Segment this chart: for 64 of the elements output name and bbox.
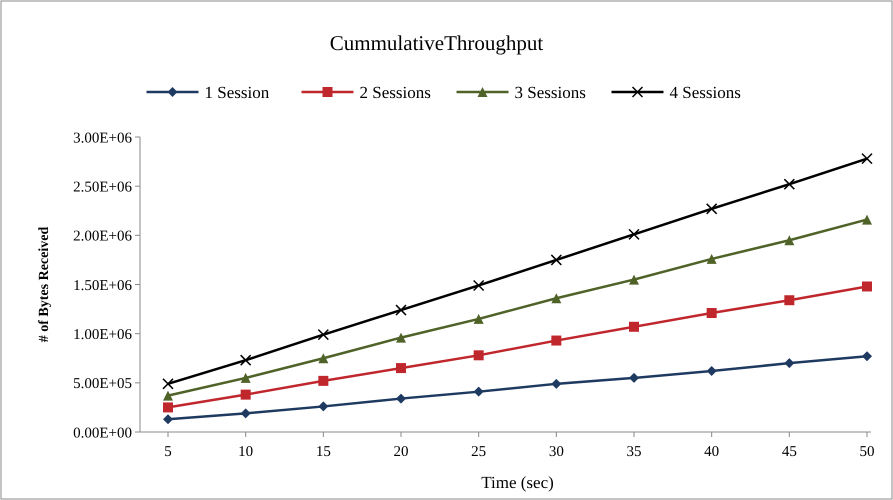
- point: [474, 386, 484, 397]
- point: [706, 203, 718, 215]
- point: [396, 363, 406, 374]
- chart-title: CummulativeThroughput: [330, 31, 544, 55]
- point: [861, 152, 873, 164]
- y-tick-label: 2.50E+06: [73, 179, 132, 196]
- point: [474, 314, 484, 324]
- point: [318, 376, 328, 386]
- x-tick-label: 20: [394, 444, 408, 460]
- point: [628, 228, 640, 240]
- point: [784, 178, 796, 190]
- point: [862, 351, 872, 362]
- point: [551, 378, 562, 389]
- point: [318, 353, 328, 364]
- point: [706, 308, 717, 318]
- legend-label: 1 Session: [204, 82, 270, 102]
- point: [396, 332, 406, 343]
- x-tick-label: 35: [626, 444, 642, 460]
- point: [318, 401, 328, 412]
- point: [551, 336, 562, 346]
- point: [706, 254, 717, 264]
- x-tick-label: 30: [548, 444, 564, 460]
- point: [784, 358, 794, 368]
- point: [240, 372, 251, 383]
- point: [629, 372, 639, 383]
- point: [629, 322, 639, 332]
- point: [474, 350, 484, 360]
- y-tick-label: 2.00E+06: [73, 228, 132, 245]
- point: [240, 408, 251, 418]
- x-tick-label: 50: [860, 444, 874, 460]
- point: [163, 414, 173, 424]
- point: [862, 214, 872, 225]
- x-tick-label: 45: [782, 444, 797, 460]
- point: [240, 390, 251, 400]
- point: [163, 402, 173, 412]
- x-tick-label: 25: [471, 444, 486, 460]
- point: [784, 295, 794, 306]
- legend-label: 3 Sessions: [514, 82, 586, 102]
- x-axis-title: Time (sec): [481, 473, 554, 492]
- point: [551, 293, 562, 304]
- point: [162, 378, 174, 390]
- y-axis-title: # of Bytes Received: [37, 226, 52, 342]
- legend-label: 4 Sessions: [670, 82, 741, 102]
- y-tick-label: 1.50E+06: [73, 278, 132, 294]
- y-tick-label: 0.00E+00: [73, 425, 132, 442]
- point: [395, 304, 407, 316]
- point: [629, 274, 639, 285]
- point: [318, 328, 330, 340]
- point: [163, 390, 173, 401]
- point: [472, 280, 484, 292]
- y-tick-label: 3.00E+06: [73, 130, 132, 146]
- y-tick-label: 5.00E+05: [73, 376, 132, 392]
- point: [240, 354, 252, 366]
- point: [784, 235, 794, 246]
- legend-label: 2 Sessions: [360, 82, 431, 102]
- point: [550, 254, 562, 266]
- point: [396, 394, 406, 404]
- y-tick-label: 1.00E+06: [73, 326, 132, 343]
- x-tick-label: 5: [164, 444, 172, 460]
- x-tick-label: 40: [704, 444, 720, 460]
- point: [706, 366, 717, 376]
- x-tick-label: 10: [238, 444, 254, 460]
- x-tick-label: 15: [316, 444, 331, 460]
- point: [862, 281, 872, 292]
